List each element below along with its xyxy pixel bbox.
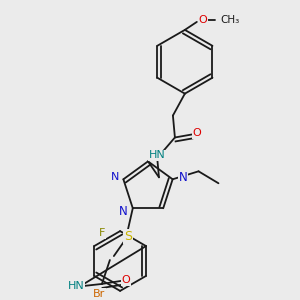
Text: HN: HN bbox=[148, 150, 165, 161]
Text: N: N bbox=[178, 171, 188, 184]
Text: F: F bbox=[99, 228, 105, 238]
Text: N: N bbox=[111, 172, 120, 182]
Text: S: S bbox=[124, 230, 132, 243]
Text: CH₃: CH₃ bbox=[221, 15, 240, 25]
Text: O: O bbox=[198, 15, 207, 25]
Text: O: O bbox=[192, 128, 201, 139]
Text: HN: HN bbox=[68, 281, 84, 291]
Text: O: O bbox=[122, 275, 130, 285]
Text: N: N bbox=[119, 205, 128, 218]
Text: Br: Br bbox=[93, 289, 105, 299]
